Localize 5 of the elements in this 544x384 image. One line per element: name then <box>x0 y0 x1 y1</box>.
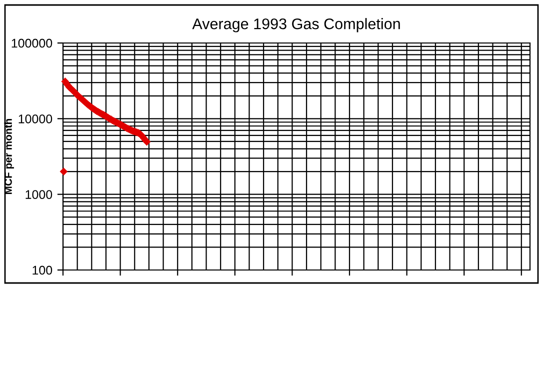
y-tick-label: 100 <box>32 266 52 275</box>
y-tick-label: 100000 <box>12 38 52 48</box>
y-tick-label: 10000 <box>18 114 52 124</box>
chart-title: Average 1993 Gas Completion <box>192 18 400 32</box>
y-tick-label: 1000 <box>26 190 52 199</box>
